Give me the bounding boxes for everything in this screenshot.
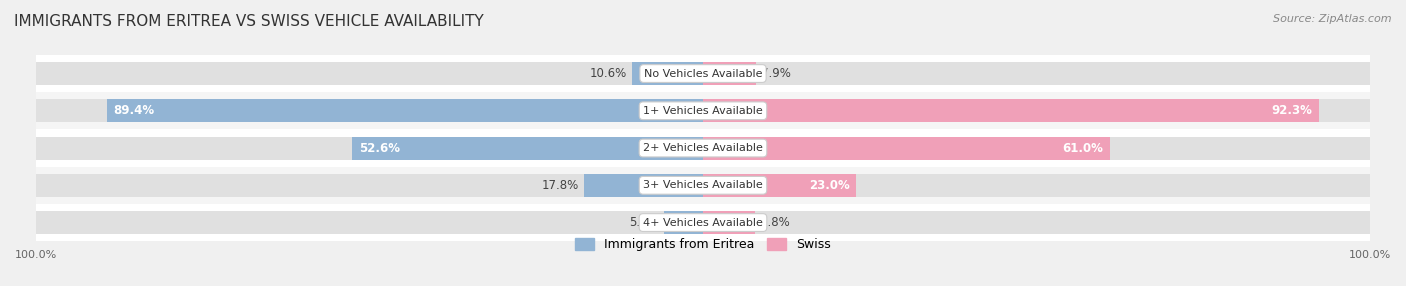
Bar bbox=[37, 136, 703, 160]
Bar bbox=[37, 130, 1369, 167]
Text: 52.6%: 52.6% bbox=[359, 142, 399, 154]
Bar bbox=[703, 174, 1369, 197]
Legend: Immigrants from Eritrea, Swiss: Immigrants from Eritrea, Swiss bbox=[571, 233, 835, 256]
Bar bbox=[703, 62, 755, 85]
Text: 4+ Vehicles Available: 4+ Vehicles Available bbox=[643, 218, 763, 228]
Bar bbox=[703, 99, 1319, 122]
Text: 7.8%: 7.8% bbox=[761, 216, 790, 229]
Text: 89.4%: 89.4% bbox=[114, 104, 155, 117]
Bar bbox=[37, 92, 1369, 130]
Bar bbox=[37, 211, 703, 234]
Text: 7.9%: 7.9% bbox=[761, 67, 792, 80]
Bar bbox=[37, 55, 1369, 92]
Bar bbox=[703, 136, 1109, 160]
Bar bbox=[37, 174, 703, 197]
Bar bbox=[37, 99, 703, 122]
Bar bbox=[107, 99, 703, 122]
Text: 5.8%: 5.8% bbox=[630, 216, 659, 229]
Bar bbox=[703, 211, 755, 234]
Text: 23.0%: 23.0% bbox=[808, 179, 849, 192]
Bar bbox=[703, 174, 856, 197]
Bar bbox=[703, 211, 1369, 234]
Text: 10.6%: 10.6% bbox=[589, 67, 627, 80]
Text: 1+ Vehicles Available: 1+ Vehicles Available bbox=[643, 106, 763, 116]
Bar bbox=[353, 136, 703, 160]
Text: Source: ZipAtlas.com: Source: ZipAtlas.com bbox=[1274, 14, 1392, 24]
Text: IMMIGRANTS FROM ERITREA VS SWISS VEHICLE AVAILABILITY: IMMIGRANTS FROM ERITREA VS SWISS VEHICLE… bbox=[14, 14, 484, 29]
Bar bbox=[703, 99, 1369, 122]
Text: 61.0%: 61.0% bbox=[1063, 142, 1104, 154]
Text: 92.3%: 92.3% bbox=[1271, 104, 1312, 117]
Bar bbox=[37, 167, 1369, 204]
Bar bbox=[664, 211, 703, 234]
Bar bbox=[703, 136, 1369, 160]
Bar bbox=[37, 62, 703, 85]
Text: No Vehicles Available: No Vehicles Available bbox=[644, 69, 762, 79]
Text: 17.8%: 17.8% bbox=[541, 179, 579, 192]
Bar bbox=[585, 174, 703, 197]
Text: 3+ Vehicles Available: 3+ Vehicles Available bbox=[643, 180, 763, 190]
Bar bbox=[37, 204, 1369, 241]
Bar bbox=[633, 62, 703, 85]
Bar bbox=[703, 62, 1369, 85]
Text: 2+ Vehicles Available: 2+ Vehicles Available bbox=[643, 143, 763, 153]
